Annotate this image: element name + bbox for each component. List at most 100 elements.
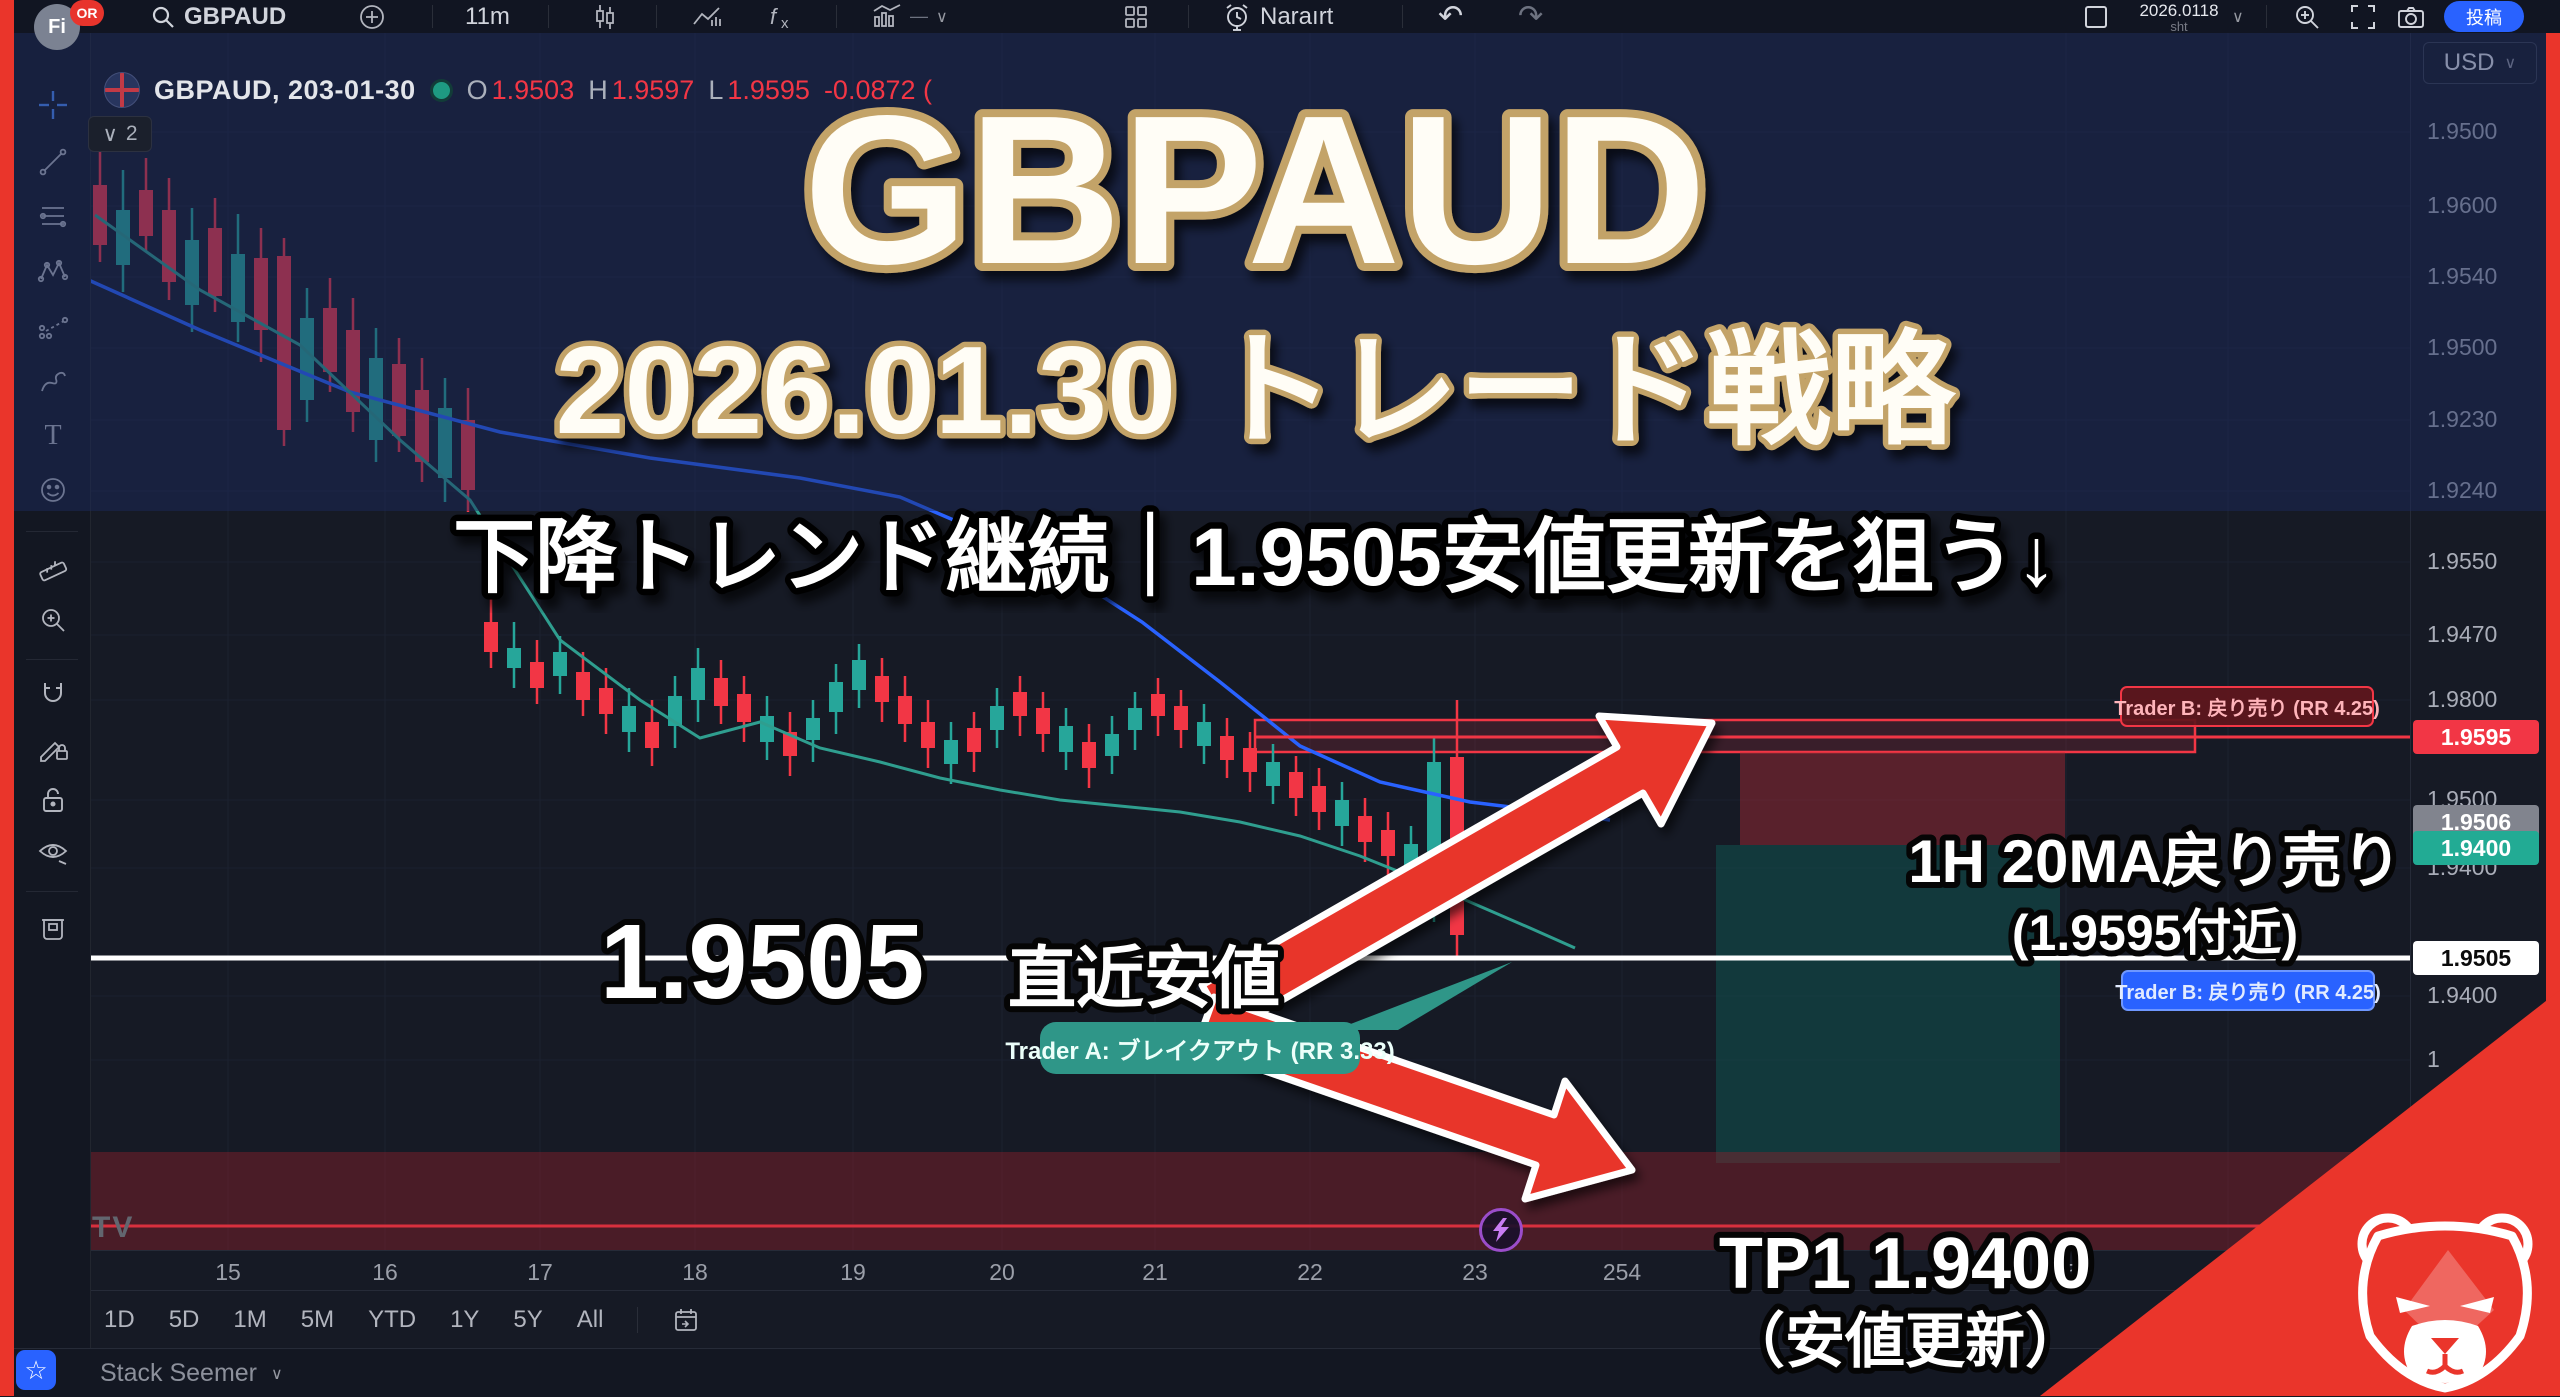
timeframe-button-5d[interactable]: 5D [168, 1305, 200, 1333]
timeline-date: 25 [2053, 1259, 2079, 1285]
ruler-tool[interactable] [36, 549, 70, 583]
ma-fast-line [94, 213, 1576, 950]
publish-button[interactable]: 投稿 [2444, 1, 2524, 32]
timeframe-button-5m[interactable]: 5M [300, 1305, 335, 1333]
symbol-search[interactable]: GBPAUD [150, 3, 286, 31]
text-tool[interactable]: T [44, 420, 62, 451]
indicators-collapse-toggle[interactable]: ∨ 2 [88, 116, 152, 152]
timeline-date: 18 [682, 1259, 708, 1285]
timeframe-button-all[interactable]: All [576, 1305, 604, 1333]
add-symbol-button[interactable] [358, 3, 386, 31]
symbol-info-row[interactable]: GBPAUD, 203-01-30 O 1.9503 H 1.9597 L 1.959… [104, 72, 932, 108]
calendar-icon[interactable] [672, 1306, 700, 1334]
zoom-search-icon [2292, 2, 2322, 32]
chart-style-button[interactable] [592, 3, 618, 31]
timeline-date: 17 [527, 1259, 553, 1285]
open-value: 1.9503 [491, 74, 575, 105]
redo-button[interactable]: ↷ [1518, 0, 1543, 34]
plus-circle-icon [358, 3, 386, 31]
trend-line-tool[interactable] [36, 145, 70, 179]
price-scale[interactable]: USD ∨ 1.9500 1.9600 1.9540 1.9500 1.9230 1.92… [2410, 33, 2547, 1250]
price-tick: 1.9600 [2427, 192, 2498, 218]
collapse-count: 2 [125, 122, 138, 145]
screener-label: Stack Seemer [100, 1359, 258, 1387]
forecast-tool[interactable] [36, 311, 70, 345]
timeline-date: 15 [215, 1259, 241, 1285]
chevron-down-icon: ∨ [936, 8, 948, 26]
timeframe-buttons: 1D 5D 1M 5M YTD 1Y 5Y All [104, 1306, 603, 1334]
market-status-dot [429, 78, 453, 102]
open-label: O [466, 74, 488, 105]
divider [656, 5, 657, 28]
compare-chart-icon [692, 4, 722, 30]
interval-value: 11m [465, 2, 510, 30]
price-level-label: 1.9400 [2413, 831, 2539, 865]
high-value: 1.9597 [611, 74, 695, 105]
candles-layer [93, 148, 1464, 958]
chart-template-icon [872, 3, 902, 31]
timeframe-button-ytd[interactable]: YTD [368, 1305, 417, 1333]
quick-search-button[interactable] [2292, 2, 2322, 32]
emoji-tool[interactable] [36, 473, 70, 507]
camera-icon [2396, 3, 2426, 31]
trader-a-breakout-label[interactable]: Trader A: ブレイクアウト (RR 3.33) [1005, 1022, 1395, 1074]
hide-drawings-tool[interactable] [36, 835, 70, 869]
alert-button[interactable]: Naraırt [1222, 2, 1333, 32]
layout-name[interactable]: 2026.0118 sht [2136, 0, 2222, 33]
magnet-tool[interactable] [36, 677, 70, 711]
brush-tool[interactable] [36, 365, 70, 399]
drawing-mode-lock-tool[interactable] [36, 731, 70, 765]
timeframe-button-5y[interactable]: 5Y [513, 1305, 543, 1333]
symbol-search-value: GBPAUD [184, 2, 287, 30]
chevron-down-icon: ∨ [2504, 55, 2517, 72]
low-value: 1.9595 [727, 74, 810, 105]
timeframe-button-1d[interactable]: 1D [104, 1305, 135, 1333]
timeframe-button-1y[interactable]: 1Y [450, 1305, 480, 1333]
undo-button[interactable]: ↶ [1438, 0, 1463, 34]
symbol-title[interactable]: GBPAUD, 203-01-30 [154, 74, 416, 105]
layout-grid-button[interactable] [1122, 3, 1150, 31]
zoom-in-tool[interactable] [36, 603, 70, 637]
timeline-date: 21 [1142, 1259, 1168, 1285]
price-level-label: 1.9505 [2413, 941, 2539, 975]
currency-selector[interactable]: USD ∨ [2423, 42, 2537, 84]
remove-drawings-tool[interactable] [36, 909, 70, 943]
indicator-templates-button[interactable]: — ∨ [872, 3, 948, 31]
layout-chevron[interactable]: ∨ [2232, 7, 2244, 27]
time-axis[interactable]: 15 16 17 18 19 20 21 22 23 254 25 28 [90, 1250, 2410, 1291]
event-lightning-icon[interactable] [1479, 1208, 1523, 1252]
compare-button[interactable] [692, 4, 722, 30]
price-tick: 1.9500 [2427, 334, 2498, 360]
undo-icon: ↶ [1438, 0, 1464, 33]
divider [548, 5, 549, 28]
timeline-date: 19 [840, 1259, 866, 1285]
timeline-date: 22 [1297, 1259, 1323, 1285]
layout-select-button[interactable] [2082, 3, 2110, 31]
crosshair-tool[interactable] [36, 88, 70, 122]
fib-retracement-tool[interactable] [36, 199, 70, 233]
fullscreen-button[interactable] [2348, 2, 2378, 32]
redo-icon: ↷ [1518, 0, 1544, 33]
divider [26, 659, 78, 660]
timeframe-button-1m[interactable]: 1M [233, 1305, 267, 1333]
low-label: L [708, 74, 724, 105]
price-tick: 1.9470 [2427, 621, 2498, 647]
timeline-date: 28 [2215, 1259, 2241, 1285]
favorites-star-button[interactable]: ☆ [16, 1350, 56, 1390]
price-tick: 1.9240 [2427, 477, 2498, 503]
timeline-date: 254 [1602, 1259, 1642, 1285]
screener-toggle[interactable]: Stack Seemer ∨ [100, 1359, 283, 1388]
trader-b-target-label[interactable]: Trader B: 戻り売り (RR 4.25) [2115, 970, 2381, 1011]
interval-button[interactable]: 11m [465, 3, 510, 31]
template-extra-glyphs: — [910, 6, 928, 26]
price-tick: 1 [2427, 1046, 2440, 1072]
lock-all-tool[interactable] [36, 783, 70, 817]
trader-b-entry-label[interactable]: Trader B: 戻り売り (RR 4.25) [2114, 686, 2380, 727]
pattern-tool[interactable] [36, 255, 70, 289]
divider [836, 5, 837, 28]
alert-label: Naraırt [1260, 2, 1334, 30]
snapshot-button[interactable] [2396, 3, 2426, 31]
